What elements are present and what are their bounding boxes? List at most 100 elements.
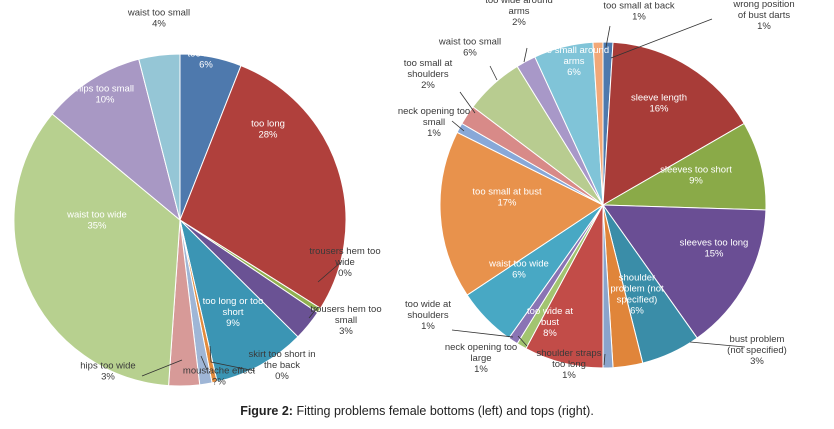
slice-label-right-waist-too-wide: waist too wide 6%	[488, 259, 549, 281]
slice-label-left-trousers-hem-too: trousers hem too wide 0%	[309, 246, 380, 279]
label-line: 6%	[512, 270, 526, 281]
label-line: 1%	[757, 21, 771, 32]
leader-line-right-13	[459, 91, 476, 114]
label-line: 9%	[226, 318, 240, 329]
label-line: 10%	[95, 95, 115, 106]
pie-chart-bottoms	[13, 53, 347, 387]
label-line: wrong position	[732, 0, 794, 10]
label-line: short	[222, 307, 243, 318]
label-line: shoulder straps	[537, 348, 602, 359]
label-line: bust	[541, 317, 559, 328]
slice-label-right-wrong-position: wrong position of bust darts 1%	[732, 0, 794, 32]
label-line: 16%	[649, 104, 669, 115]
pie-slice-waist-too-wide	[13, 113, 181, 387]
pie-slice-too-long-or-too-short	[179, 218, 299, 383]
pie-slice-too-long	[179, 64, 347, 310]
slice-label-right-sleeves-too-long: sleeves too long 15%	[680, 238, 749, 260]
label-line: waist too small	[127, 8, 190, 19]
slice-label-right-too-wide-at: too wide at shoulders 1%	[405, 299, 451, 332]
label-line: 6%	[630, 306, 644, 317]
slice-label-right-too-small-at-back: too small at back 1%	[603, 1, 675, 23]
slice-label-left-too-short: too short 6%	[188, 49, 225, 71]
slice-label-right-too-small-at: too small at shoulders 2%	[404, 58, 453, 91]
label-line: 9%	[689, 176, 703, 187]
label-line: 3%	[339, 326, 353, 337]
label-line: arms	[563, 56, 584, 67]
label-line: hips too wide	[80, 361, 135, 372]
slice-label-right-neck-opening-too: neck opening too large 1%	[445, 342, 517, 375]
label-line: 3%	[750, 356, 764, 367]
slice-label-right-sleeve-length: sleeve length 16%	[631, 93, 687, 115]
label-line: 1%	[632, 12, 646, 23]
label-line: too long	[552, 359, 586, 370]
leader-line-right-0	[610, 18, 713, 59]
label-line: too small at bust	[472, 187, 542, 198]
label-line: 35%	[87, 221, 107, 232]
slice-label-right-sleeves-too-short: sleeves too short 9%	[660, 165, 732, 187]
slice-label-left-too-long-or-too: too long or too short 9%	[203, 296, 264, 329]
label-line: waist too wide	[488, 259, 549, 270]
caption-prefix: Figure 2:	[240, 404, 293, 418]
label-line: 1%	[474, 364, 488, 375]
pie-slice-sleeves-too-short	[601, 122, 767, 211]
label-line: too wide at	[405, 299, 451, 310]
leader-line-right-14	[489, 65, 498, 81]
label-line: small	[335, 315, 357, 326]
label-line: problem (not	[610, 284, 664, 295]
slice-label-right-waist-too-small: waist too small 6%	[438, 37, 501, 59]
slice-label-right-too-small-at-bust: too small at bust 17%	[472, 187, 542, 209]
label-line: too small at	[404, 58, 453, 69]
label-line: neck opening too	[398, 106, 470, 117]
slice-label-left-waist-too-small: waist too small 4%	[127, 8, 190, 30]
label-line: 17%	[497, 198, 517, 209]
slice-label-left-hips-too-wide: hips too wide 3%	[80, 361, 135, 383]
slice-label-right-too-wide-around: too wide around arms 2%	[485, 0, 553, 28]
pie-slice-too-small-at-bust	[439, 131, 604, 296]
label-line: hips too small	[76, 84, 134, 95]
label-line: too small at back	[603, 1, 675, 12]
slice-label-left-hips-too-small: hips too small 10%	[76, 84, 134, 106]
label-line: 6%	[463, 48, 477, 59]
label-line: large	[470, 353, 491, 364]
label-line: small	[423, 117, 445, 128]
leader-line-left-2	[317, 261, 342, 283]
label-line: too small around	[539, 45, 609, 56]
slice-labels: too short 6%too long 28%trousers hem too wi…	[66, 0, 794, 388]
label-line: 3%	[101, 372, 115, 383]
label-line: sleeves too short	[660, 165, 732, 176]
label-line: 2%	[421, 80, 435, 91]
label-line: 15%	[704, 249, 724, 260]
leader-line-right-15	[523, 47, 528, 63]
leader-line-right-12	[451, 120, 465, 132]
leader-line-right-5	[689, 341, 746, 348]
label-line: too wide around	[485, 0, 553, 6]
label-line: 0%	[338, 268, 352, 279]
slice-label-right-shoulder: shoulder problem (not specified) 6%	[610, 273, 664, 317]
label-line: 6%	[567, 67, 581, 78]
pie-slice-waist-too-small	[138, 53, 181, 221]
leader-line-right-17	[605, 25, 611, 48]
label-line: arms	[508, 6, 529, 17]
label-line: 1%	[421, 321, 435, 332]
slice-label-right-too-small-around: too small around arms 6%	[539, 45, 609, 78]
pie-slice-hips-too-small	[51, 58, 181, 222]
slice-label-right-shoulder-straps: shoulder straps too long 1%	[537, 348, 602, 381]
label-line: of bust darts	[738, 10, 791, 21]
label-line: shoulders	[407, 310, 448, 321]
label-line: specified)	[617, 295, 658, 306]
label-line: sleeve length	[631, 93, 687, 104]
figure-caption: Figure 2: Fitting problems female bottom…	[0, 404, 834, 418]
label-line: waist too small	[438, 37, 501, 48]
label-line: wide	[334, 257, 355, 268]
label-line: shoulders	[407, 69, 448, 80]
leader-line-left-5	[209, 345, 256, 372]
pie-slice-too-small-at-back	[592, 41, 604, 206]
caption-text: Fitting problems female bottoms (left) a…	[296, 404, 594, 418]
label-line: waist too wide	[66, 210, 127, 221]
slice-label-left-skirt-too-short-in: skirt too short in the back 0%	[248, 349, 315, 382]
slice-label-left-waist-too-wide: waist too wide 35%	[66, 210, 127, 232]
label-line: 4%	[152, 19, 166, 30]
label-line: 1%	[427, 128, 441, 139]
label-line: too wide at	[527, 306, 573, 317]
